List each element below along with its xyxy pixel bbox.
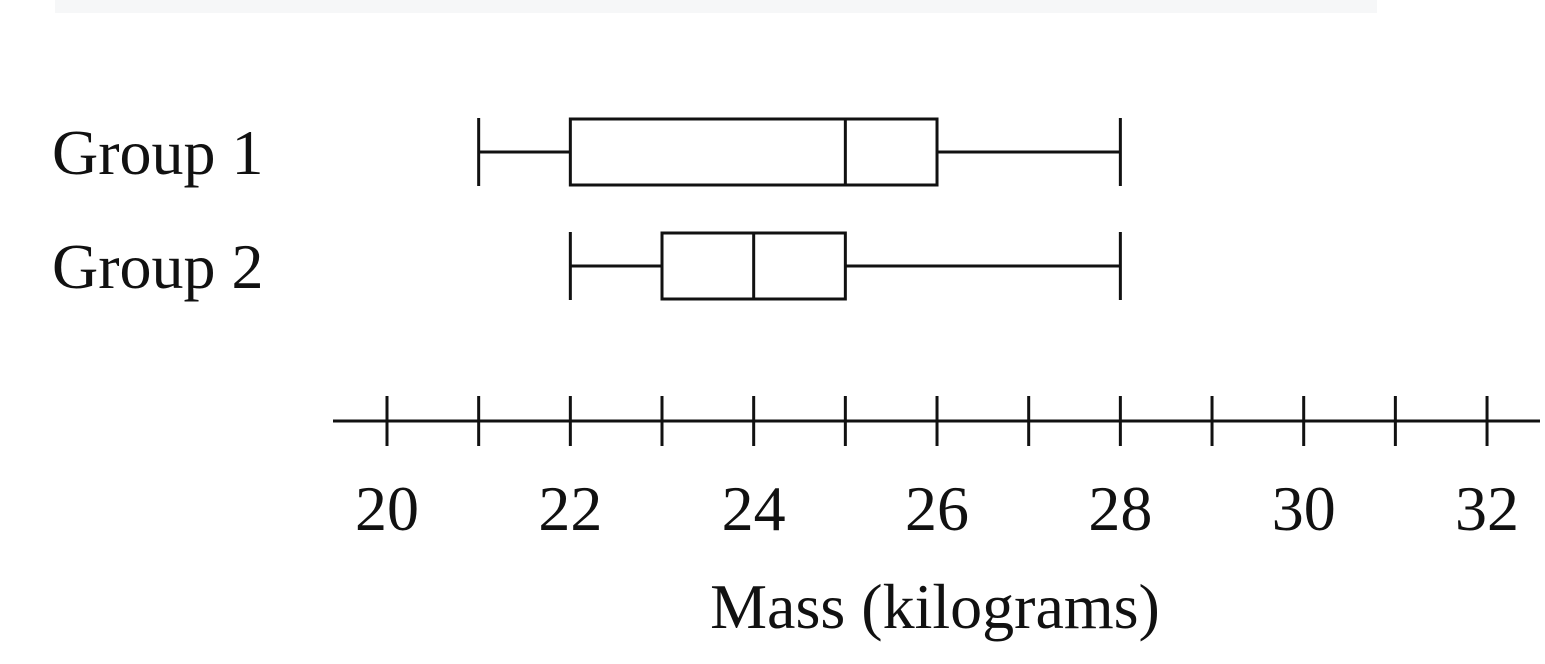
- tick-label: 30: [1272, 473, 1336, 544]
- tick-label: 20: [355, 473, 419, 544]
- top-strip: [55, 0, 1377, 13]
- tick-label: 26: [905, 473, 969, 544]
- boxplot-group-2: Group 2: [52, 231, 1122, 302]
- tick-label: 28: [1088, 473, 1152, 544]
- x-axis-label: Mass (kilograms): [710, 571, 1160, 642]
- tick-label: 24: [722, 473, 786, 544]
- tick-label: 22: [538, 473, 602, 544]
- series-label: Group 2: [52, 231, 264, 302]
- iqr-box: [568, 117, 939, 187]
- boxes-layer: Group 1 Group 2: [52, 117, 1122, 302]
- series-label: Group 1: [52, 117, 264, 188]
- boxplot-group-1: Group 1: [52, 117, 1122, 188]
- x-axis: 20 22 24 26 28 30 32: [333, 396, 1540, 544]
- tick-label: 32: [1455, 473, 1519, 544]
